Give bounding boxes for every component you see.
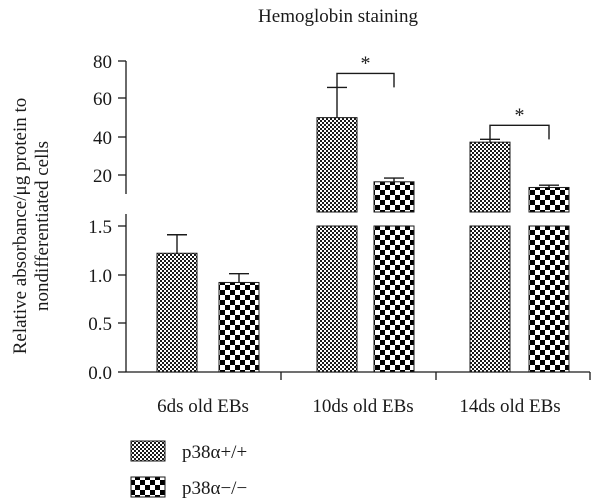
significance-bracket-2 [336, 72, 395, 88]
legend-label-knockout: p38α−/− [182, 478, 247, 499]
y-axis-title: Relative absorbance/μg protein to nondif… [10, 98, 53, 355]
chart-title: Hemoglobin staining [258, 6, 418, 27]
significance-bracket-3 [489, 124, 550, 140]
y-tick-label: 80 [93, 52, 112, 73]
y-tick-label: 20 [93, 166, 112, 187]
legend-swatch-wildtype [130, 440, 166, 462]
bar-knockout-2-lower [373, 225, 415, 373]
bar-wildtype-1 [156, 252, 198, 373]
bar-knockout-2-upper [373, 181, 415, 213]
y-tick-label: 0.5 [88, 314, 112, 335]
y-tick-label: 40 [93, 128, 112, 149]
bar-wildtype-3-lower [469, 225, 511, 373]
legend-swatch-knockout [130, 476, 166, 498]
y-axis-title-line-2: nondifferentiated cells [32, 141, 53, 311]
y-tick-label: 1.0 [88, 266, 112, 287]
bar-wildtype-2-upper [316, 117, 358, 213]
legend: p38α+/+ p38α−/− [130, 440, 247, 499]
bar-knockout-1 [218, 281, 260, 373]
bars-layer: ** [156, 52, 570, 373]
significance-label-3: * [515, 104, 525, 126]
x-tick-label-6ds: 6ds old EBs [157, 396, 249, 417]
y-tick-label: 60 [93, 89, 112, 110]
x-tick-label-10ds: 10ds old EBs [312, 396, 413, 417]
bar-knockout-3-lower [528, 225, 570, 373]
y-axis-title-line-1: Relative absorbance/μg protein to [10, 98, 31, 355]
y-axis-lower: 1.5 1.0 0.5 0.0 [88, 214, 127, 384]
bar-knockout-3-upper [528, 186, 570, 213]
y-tick-label: 0.0 [88, 363, 112, 384]
y-axis-upper: 80 60 40 20 [93, 52, 127, 194]
significance-label-2: * [361, 52, 371, 74]
bar-wildtype-2-lower [316, 225, 358, 373]
x-tick-label-14ds: 14ds old EBs [459, 396, 560, 417]
bar-wildtype-3-upper [469, 141, 511, 213]
y-tick-label: 1.5 [88, 217, 112, 238]
legend-label-wildtype: p38α+/+ [182, 442, 247, 463]
